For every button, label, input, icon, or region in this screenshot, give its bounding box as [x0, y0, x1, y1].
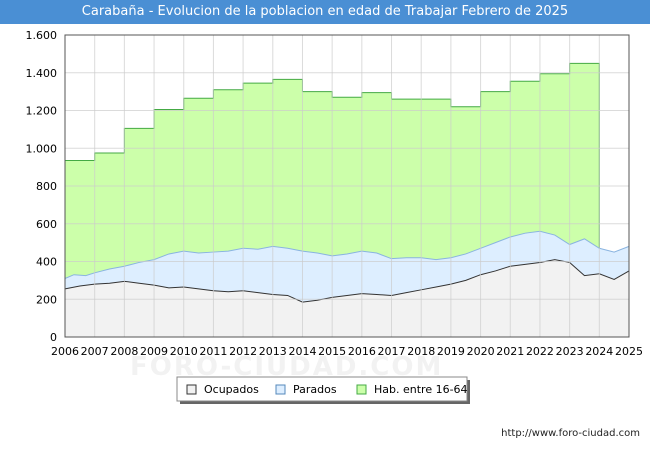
x-tick-label: 2020	[467, 345, 495, 358]
legend-swatch	[275, 384, 286, 395]
legend: Ocupados Parados Hab. entre 16-64	[176, 376, 470, 404]
y-tick-label: 600	[36, 218, 57, 231]
chart-title: Carabaña - Evolucion de la poblacion en …	[81, 4, 569, 19]
x-tick-label: 2013	[259, 345, 287, 358]
x-tick-label: 2014	[288, 345, 316, 358]
series-ocupados-line	[64, 259, 630, 303]
x-tick-label: 2018	[407, 345, 435, 358]
legend-swatch	[186, 384, 197, 395]
y-tick-label: 1.400	[26, 67, 58, 80]
y-tick-label: 0	[50, 331, 57, 344]
y-tick-label: 1.200	[26, 105, 58, 118]
title-bar: Carabaña - Evolucion de la poblacion en …	[0, 0, 650, 24]
legend-label: Ocupados	[204, 383, 259, 396]
x-tick-label: 2011	[199, 345, 227, 358]
x-tick-label: 2006	[51, 345, 79, 358]
plot-frame	[64, 34, 630, 338]
x-tick-label: 2012	[229, 345, 257, 358]
x-tick-label: 2022	[526, 345, 554, 358]
x-tick-label: 2024	[585, 345, 613, 358]
source-link[interactable]: http://www.foro-ciudad.com	[501, 428, 640, 439]
x-tick-label: 2015	[318, 345, 346, 358]
legend-swatch	[356, 384, 367, 395]
y-tick-label: 400	[36, 256, 57, 269]
x-tick-label: 2016	[348, 345, 376, 358]
x-tick-label: 2023	[556, 345, 584, 358]
y-tick-label: 1.000	[26, 142, 58, 155]
x-tick-label: 2019	[437, 345, 465, 358]
x-tick-label: 2025	[615, 345, 643, 358]
y-tick-label: 800	[36, 180, 57, 193]
legend-label: Hab. entre 16-64	[374, 383, 468, 396]
series-ocupados-area	[65, 259, 629, 337]
legend-box	[176, 376, 468, 402]
x-tick-label: 2010	[170, 345, 198, 358]
y-tick-label: 200	[36, 293, 57, 306]
x-tick-label: 2017	[378, 345, 406, 358]
x-tick-label: 2008	[110, 345, 138, 358]
legend-label: Parados	[293, 383, 337, 396]
x-tick-label: 2007	[81, 345, 109, 358]
x-tick-label: 2021	[496, 345, 524, 358]
y-tick-label: 1.600	[26, 29, 58, 42]
x-tick-label: 2009	[140, 345, 168, 358]
